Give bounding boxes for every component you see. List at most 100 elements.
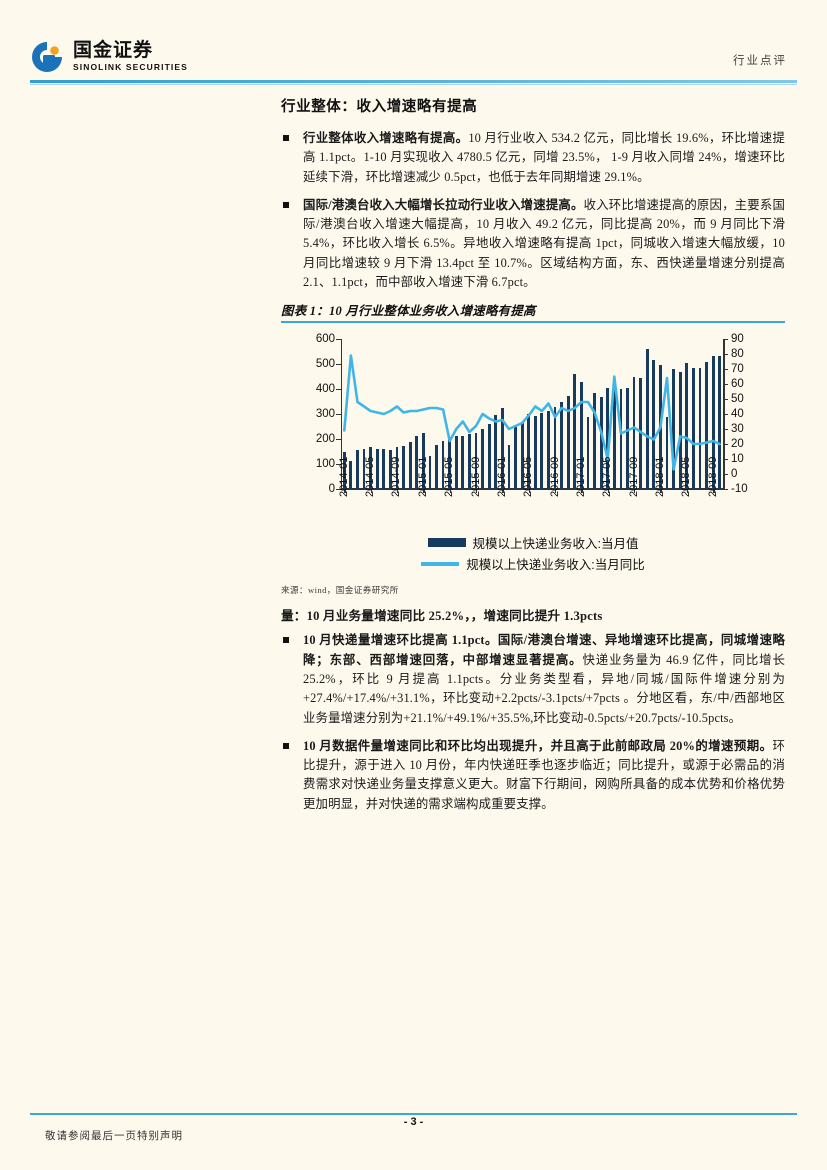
y2-axis-tick [723,353,728,356]
bullet-lead: 10 月快递量增速环比提高 1.1pct。国际/港澳台增速、异地增速环比提高，同… [303,633,785,667]
x-axis-tick-label: 2017-05 [601,457,614,498]
x-axis-tick [528,489,531,494]
bullet-item: 10 月数据件量增速同比和环比均出现提升，并且高于此前邮政局 20%的增速预期。… [281,737,785,814]
chart-bar [481,429,484,490]
x-axis-tick-label: 2017-01 [574,457,587,498]
y2-axis-tick [723,428,728,431]
y2-axis-tick [723,338,728,341]
x-axis-tick [555,489,557,494]
bullet-lead: 10 月数据件量增速同比和环比均出现提升，并且高于此前邮政局 20%的增速预期。 [303,738,773,753]
x-axis-tick-label: 2015-09 [469,457,482,498]
x-axis-tick [581,489,583,494]
brand-text: 国金证券 SINOLINK SECURITIES [73,41,188,73]
legend-swatch-line-icon [421,561,460,566]
chart-bar [645,348,649,490]
bullet-item: 10 月快递量增速环比提高 1.1pct。国际/港澳台增速、异地增速环比提高，同… [281,631,785,727]
chart-bar [547,411,550,490]
chart-bar [395,447,399,490]
chart-line-series [342,354,722,472]
y2-axis-tick-label: 0 [731,468,738,481]
footer-divider [30,1113,797,1115]
chart-bar [356,450,359,490]
y-axis-tick-label: 0 [328,483,335,496]
x-axis-tick [686,489,689,494]
x-axis-tick [634,489,636,494]
chart-bar [553,406,557,490]
x-axis-tick-label: 2014-01 [337,457,350,498]
chart-bar [362,448,366,490]
legend-label: 规模以上快递业务收入:当月同比 [466,558,645,573]
chart-bar [454,436,458,490]
chart-bar [718,355,722,490]
x-axis-tick-label: 2014-09 [390,457,403,498]
chart-bar [540,412,544,490]
section-heading: 行业整体：收入增速略有提高 [281,99,478,115]
chart-bar [566,396,570,490]
chart-bar [691,368,695,490]
y2-axis-tick [723,413,728,416]
x-axis-tick-label: 2016-05 [522,457,535,498]
header-divider-thin [30,83,797,85]
chart-bar [369,447,373,490]
y2-axis-tick-label: 20 [731,438,744,451]
x-axis-tick [370,489,373,494]
chart-bar [448,436,452,490]
bullet-square-icon [283,742,289,749]
y-axis-tick [336,363,341,366]
y2-axis-tick [723,473,728,476]
chart-bar [421,432,425,490]
chart-bar [408,441,412,490]
chart-bar [533,415,537,490]
revenue-chart: 0 100 200 300 400 500 600 -10 0 10 20 30 40 50 60 70 80 9… [281,323,785,582]
chart-bar [606,387,610,490]
chart-bar [593,393,596,490]
y-axis-tick [336,388,341,391]
chart-bar [474,433,478,490]
exhibit-1: 图表 1：10 月行业整体业务收入增速略有提高 0 100 200 300 400 500… [281,301,785,596]
legend-label: 规模以上快递业务收入:当月值 [472,537,639,552]
bullet-lead: 国际/港澳台收入大幅增长拉动行业收入增速提高。 [303,197,584,212]
chart-bar [441,441,445,490]
doc-type-label: 行业点评 [733,55,787,67]
x-axis-tick [476,489,478,494]
chart-bar [375,449,379,490]
chart-bar [514,426,517,490]
bullet-square-icon [283,135,289,141]
x-axis-tick-label: 2018-09 [706,457,719,498]
y-axis-tick-label: 200 [315,433,335,446]
bullet-body: 快递业务量为 46.9 亿件，同比增长 25.2%，环比 9 月提高 1.1pc… [303,652,785,725]
chart-bar [520,423,524,490]
y-axis-tick [336,463,341,466]
x-axis-tick [396,489,399,494]
chart-bar [599,396,603,490]
chart-bar [705,361,708,490]
x-axis-tick [423,489,425,494]
chart-bar [435,444,438,490]
x-axis-tick-label: 2017-09 [627,457,640,498]
chart-bar [711,356,715,490]
y2-axis-tick-label: -10 [731,483,748,496]
x-axis-tick-label: 2015-05 [443,457,456,498]
legend-entry-line: 规模以上快递业务收入:当月同比 [281,554,785,573]
exhibit-divider [281,321,785,324]
x-axis-tick-label: 2016-01 [495,457,508,498]
chart-bar [461,435,465,490]
bullet-body: 环比提升，源于进入 10 月份，年内快递旺季也逐步临近；同比提升，或源于必需品的… [303,738,785,811]
bullet-square-icon [283,201,289,208]
bullet-body: 收入环比增速提高的原因，主要系国际/港澳台收入增速大幅提高，10 月收入 49.… [303,197,785,290]
chart-bar [342,451,346,490]
chart-bar [652,360,656,490]
legend-entry-bars: 规模以上快递业务收入:当月值 [281,533,785,552]
chart-bar [626,388,629,490]
x-axis-tick [502,489,504,494]
chart-bar [349,461,353,490]
page-header: 国金证券 SINOLINK SECURITIES 行业点评 [0,0,827,86]
volume-section-heading: 量：10 月业务量增速同比 25.2%，，增速同比提升 1.3pcts [281,609,603,624]
y2-axis-tick [723,368,728,371]
chart-legend: 规模以上快递业务收入:当月值 规模以上快递业务收入:当月同比 [281,533,785,575]
y2-axis-tick-label: 60 [731,378,744,391]
bullet-item: 行业整体收入增速略有提高。10 月行业收入 534.2 亿元，同比增长 19.6… [281,129,785,187]
brand-logo: 国金证券 SINOLINK SECURITIES [30,40,188,74]
x-axis-tick [713,489,715,494]
